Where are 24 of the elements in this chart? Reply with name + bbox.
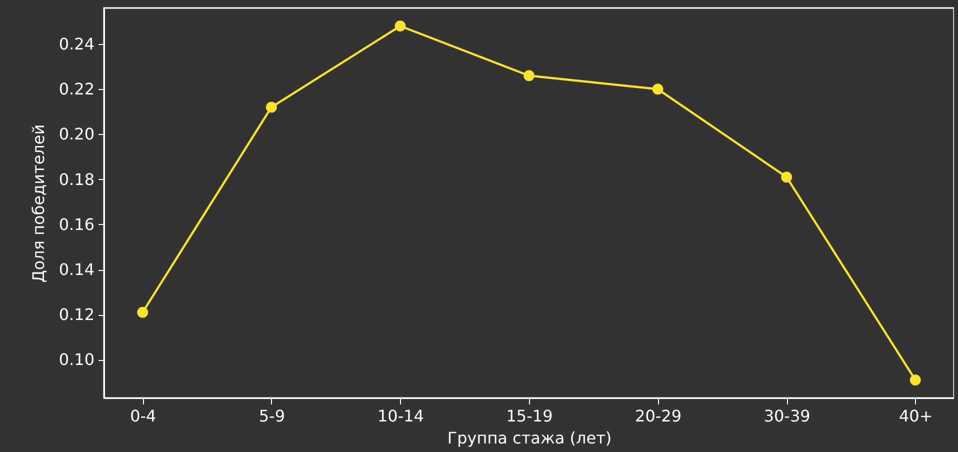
y-tick-label: 0.24: [58, 34, 94, 54]
x-tick-label: 10-14: [377, 406, 424, 426]
x-tick-label: 30-39: [764, 406, 810, 426]
y-axis-title: Доля победителей: [28, 124, 48, 283]
y-tick-label: 0.16: [58, 214, 94, 234]
point: [266, 102, 277, 113]
y-tick-label: 0.14: [58, 260, 94, 280]
y-tick-label: 0.20: [58, 124, 94, 144]
y-tick-label: 0.22: [58, 80, 94, 99]
point: [394, 20, 406, 32]
y-tick-label: 0.10: [58, 350, 94, 370]
x-tick-label: 40+: [898, 406, 933, 426]
y-tick-label: 0.18: [58, 170, 94, 189]
x-tick-label: 0-4: [130, 406, 156, 426]
x-tick-label: 20-29: [635, 406, 682, 426]
x-tick-label: 15-19: [506, 406, 553, 426]
point: [137, 306, 148, 318]
y-tick-label: 0.12: [58, 305, 94, 324]
point: [652, 84, 664, 95]
point: [524, 70, 534, 82]
point: [781, 172, 792, 183]
x-axis-title: Группа стажа (лет): [447, 428, 612, 448]
x-tick-label: 5-9: [258, 406, 285, 426]
point: [910, 374, 921, 386]
